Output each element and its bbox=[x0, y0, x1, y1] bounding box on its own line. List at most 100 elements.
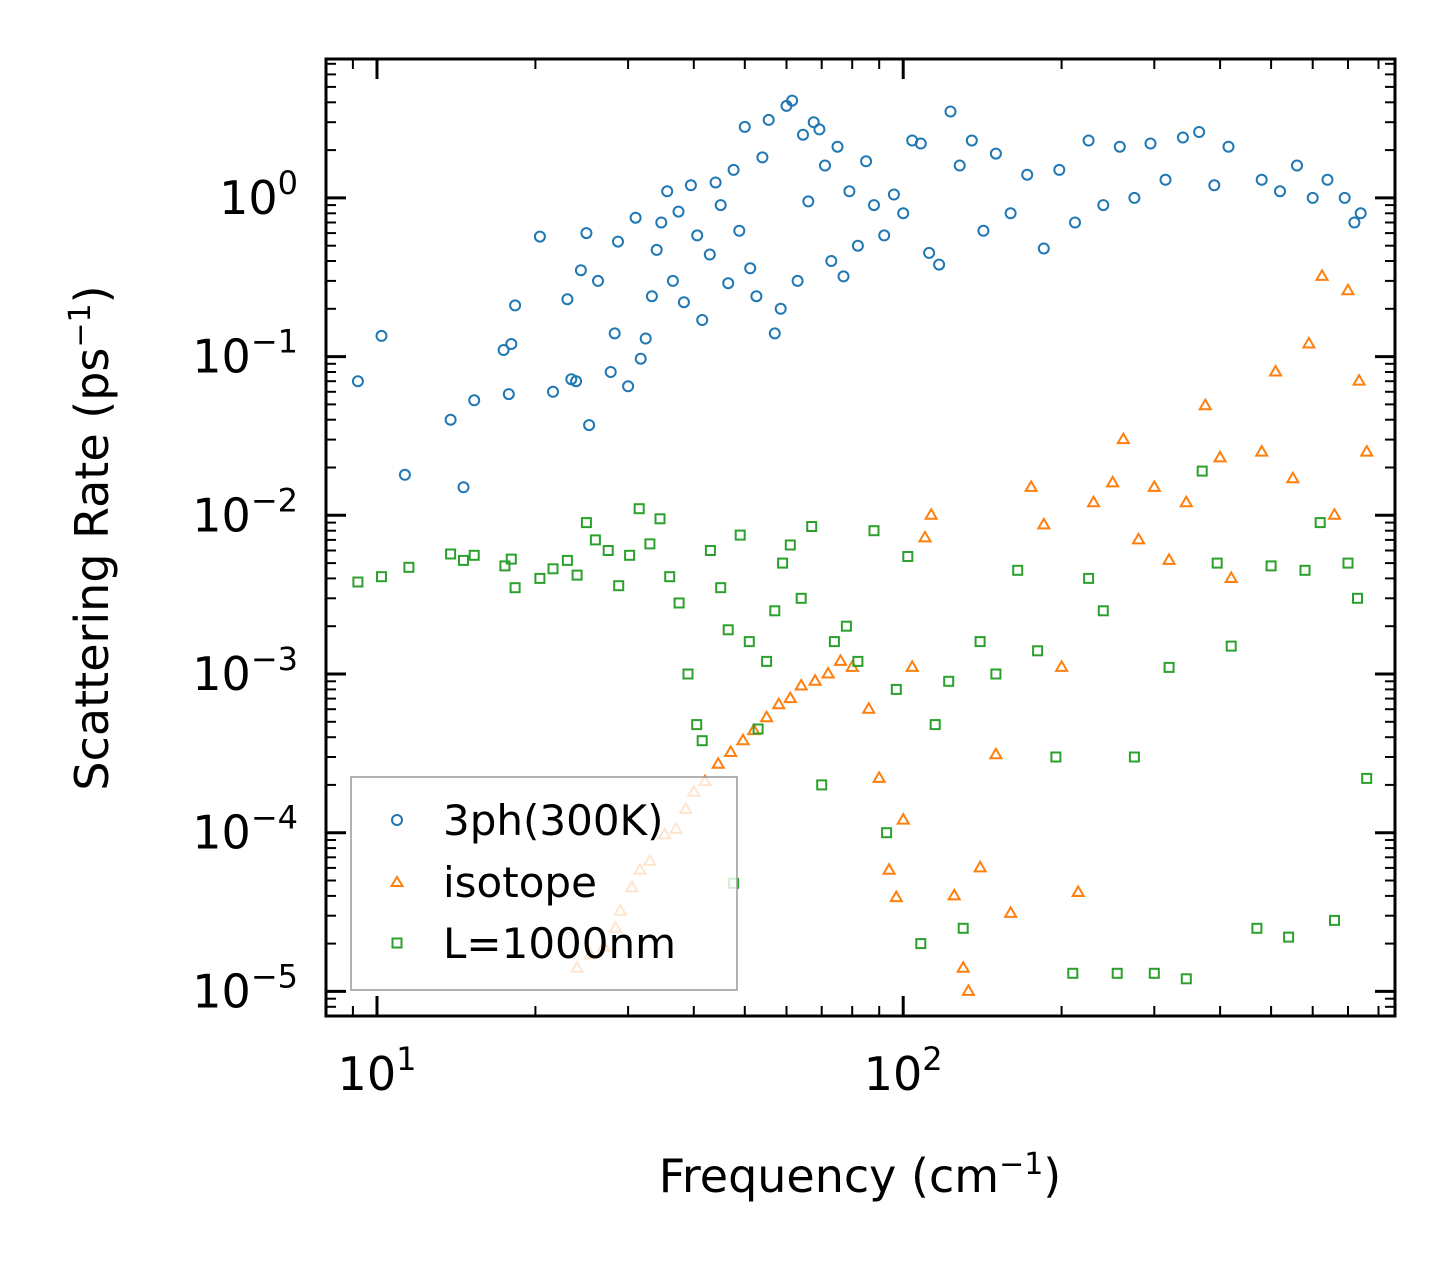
data-point-circle bbox=[944, 105, 957, 118]
data-point-square bbox=[1225, 640, 1237, 652]
plot-frame bbox=[324, 57, 1397, 1018]
data-point-square bbox=[902, 551, 914, 562]
data-point-circle bbox=[691, 229, 704, 242]
data-point-circle bbox=[375, 329, 388, 342]
data-point-circle bbox=[813, 123, 826, 136]
data-point-triangle bbox=[1359, 444, 1374, 457]
data-point-triangle bbox=[833, 653, 848, 666]
data-point-square bbox=[743, 636, 755, 648]
data-point-circle bbox=[505, 338, 518, 350]
data-point-square bbox=[1128, 751, 1140, 763]
data-point-square bbox=[664, 571, 676, 583]
data-point-square bbox=[673, 597, 685, 609]
data-point-circle bbox=[750, 290, 763, 303]
data-point-triangle bbox=[904, 659, 920, 672]
data-point-circle bbox=[1348, 216, 1361, 229]
data-point-circle bbox=[923, 246, 936, 259]
data-point-triangle bbox=[889, 889, 904, 903]
y-tick-label: 10−2 bbox=[192, 481, 298, 542]
data-point-circle bbox=[791, 274, 804, 287]
data-point-triangle bbox=[1327, 507, 1342, 520]
legend-entry-l1000nm: L=1000nm bbox=[391, 919, 676, 968]
data-point-triangle bbox=[1340, 282, 1356, 296]
y-tick-label: 100 bbox=[219, 164, 298, 225]
data-point-circle bbox=[825, 255, 838, 267]
data-point-square bbox=[715, 582, 727, 594]
data-point-triangle bbox=[710, 756, 726, 769]
data-point-square bbox=[696, 735, 708, 747]
data-point-circle bbox=[622, 380, 635, 393]
data-point-triangle bbox=[1212, 449, 1228, 463]
data-point-circle bbox=[914, 137, 927, 150]
data-point-circle bbox=[933, 258, 946, 271]
data-point-square bbox=[777, 557, 789, 569]
data-point-circle bbox=[722, 277, 735, 290]
data-point-circle bbox=[1321, 173, 1334, 186]
data-point-triangle bbox=[1070, 884, 1086, 898]
data-point-circle bbox=[1128, 191, 1141, 204]
data-point-triangle bbox=[1351, 373, 1367, 386]
data-point-circle bbox=[1082, 134, 1095, 147]
data-point-square bbox=[571, 569, 583, 581]
legend-label-isotope: isotope bbox=[443, 858, 597, 907]
data-point-square bbox=[1352, 592, 1363, 604]
data-point-circle bbox=[744, 262, 757, 275]
data-point-square bbox=[580, 517, 592, 529]
data-point-square bbox=[1180, 973, 1192, 985]
data-point-circle bbox=[1159, 173, 1172, 186]
data-point-square bbox=[868, 525, 880, 537]
data-point-triangle bbox=[1023, 479, 1039, 492]
data-point-triangle bbox=[1036, 516, 1052, 530]
data-point-circle bbox=[797, 128, 809, 141]
data-point-circle bbox=[1208, 179, 1221, 192]
data-point-square bbox=[1050, 751, 1062, 763]
data-point-triangle bbox=[1105, 474, 1120, 488]
legend-entry-3ph: 3ph(300K) bbox=[391, 796, 663, 845]
data-point-circle bbox=[612, 235, 624, 248]
data-point-square bbox=[589, 534, 601, 546]
data-point-square bbox=[1196, 465, 1208, 477]
data-point-triangle bbox=[1285, 470, 1301, 484]
data-point-circle bbox=[802, 195, 815, 208]
data-point-circle bbox=[1338, 191, 1351, 204]
data-point-square bbox=[1314, 517, 1326, 529]
data-point-circle bbox=[580, 227, 593, 240]
data-point-circle bbox=[444, 413, 457, 426]
data-point-square bbox=[547, 563, 559, 575]
data-point-square bbox=[1299, 564, 1311, 576]
data-point-square bbox=[633, 503, 645, 515]
data-point-square bbox=[722, 624, 734, 636]
data-point-circle bbox=[604, 366, 617, 378]
data-point-square bbox=[1163, 661, 1175, 673]
data-point-square bbox=[1148, 967, 1160, 979]
legend: 3ph(300K) isotope L=1000nm bbox=[350, 776, 738, 991]
data-point-circle bbox=[807, 116, 820, 129]
data-point-circle bbox=[1306, 191, 1319, 204]
data-point-triangle bbox=[861, 701, 876, 714]
y-tick-label: 10−4 bbox=[192, 799, 298, 860]
data-point-triangle bbox=[1314, 268, 1330, 281]
data-point-circle bbox=[714, 199, 727, 212]
data-point-square bbox=[974, 636, 986, 648]
data-point-circle bbox=[843, 185, 856, 198]
legend-marker-square bbox=[391, 937, 403, 949]
series-3ph(300K) bbox=[351, 94, 1367, 494]
data-point-circle bbox=[398, 468, 411, 481]
data-point-circle bbox=[650, 243, 663, 256]
data-point-square bbox=[769, 605, 781, 617]
data-point-circle bbox=[768, 327, 781, 340]
y-tick-label: 10−5 bbox=[192, 957, 298, 1018]
data-point-square bbox=[644, 538, 656, 550]
tick-labels: 101 102 100 10−1 10−2 10−3 10−4 10−5 bbox=[192, 164, 942, 1101]
data-point-square bbox=[828, 636, 840, 648]
data-point-square bbox=[957, 922, 969, 934]
data-point-square bbox=[1265, 560, 1277, 572]
data-point-circle bbox=[709, 176, 722, 189]
data-point-circle bbox=[727, 163, 740, 176]
data-point-square bbox=[704, 545, 716, 556]
data-point-triangle bbox=[1268, 363, 1283, 377]
data-point-square bbox=[929, 719, 941, 731]
data-point-square bbox=[752, 723, 764, 735]
data-point-triangle bbox=[1116, 431, 1131, 445]
data-point-circle bbox=[574, 264, 587, 277]
